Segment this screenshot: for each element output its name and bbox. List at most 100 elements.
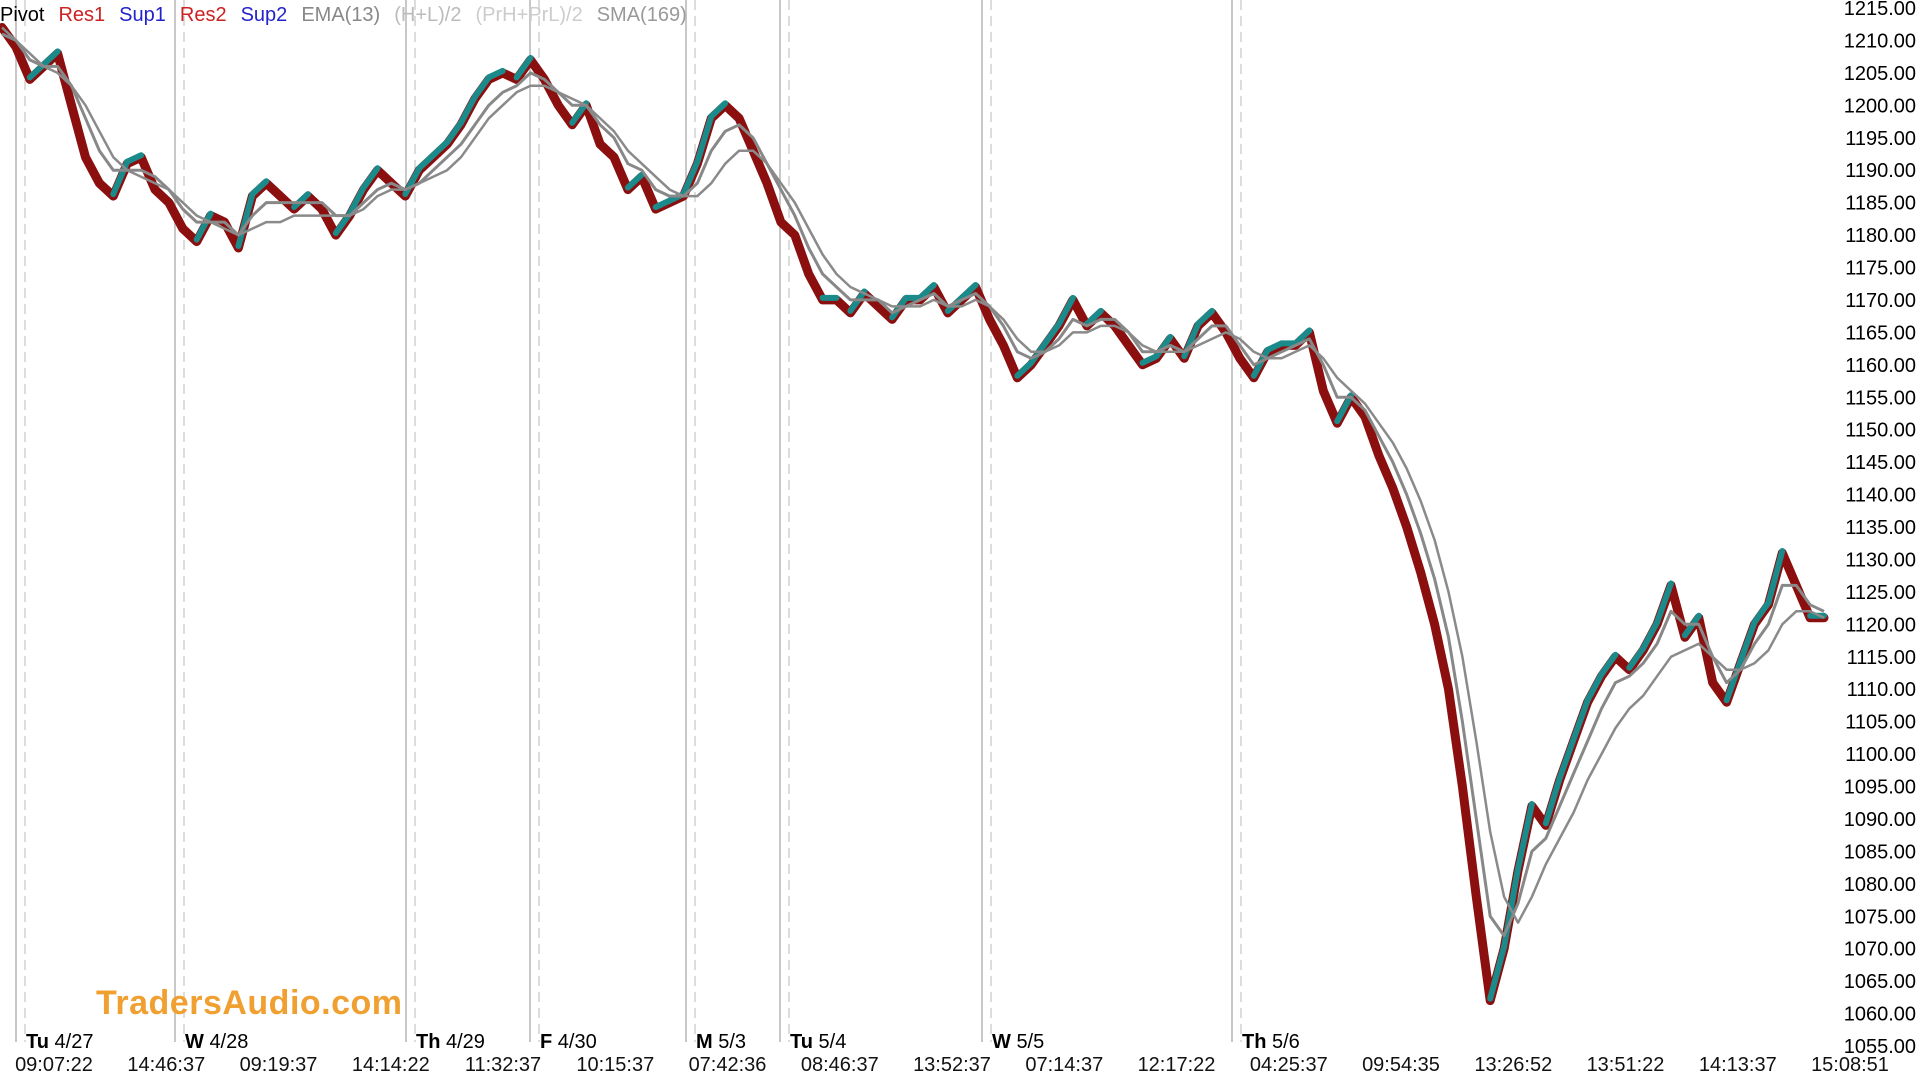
- y-tick-label: 1140.00: [1845, 485, 1916, 507]
- price-segment-up: [708, 100, 729, 120]
- y-tick-label: 1175.00: [1845, 258, 1916, 280]
- y-tick-label: 1115.00: [1847, 647, 1916, 669]
- y-tick-label: 1130.00: [1845, 549, 1916, 571]
- price-segment-up: [471, 74, 492, 100]
- y-tick-label: 1170.00: [1845, 290, 1916, 312]
- y-tick-label: 1195.00: [1845, 128, 1916, 150]
- price-segment-up: [1570, 697, 1591, 743]
- x-axis: 09:07:22 14:46:37 09:19:37 14:14:22 11:32:37…: [15, 1054, 1889, 1076]
- price-segment-up: [1584, 671, 1605, 704]
- price-segment-up: [430, 139, 451, 159]
- y-tick-label: 1145.00: [1845, 452, 1916, 474]
- y-tick-label: 1085.00: [1844, 841, 1916, 863]
- y-tick-label: 1075.00: [1844, 906, 1916, 928]
- price-segment-up: [680, 158, 701, 198]
- ema-line: [1, 32, 1825, 938]
- x-tick-label: 15:08:51: [1811, 1054, 1889, 1076]
- price-segment-up: [513, 54, 534, 81]
- y-tick-label: 1155.00: [1845, 387, 1916, 409]
- price-segment-up: [485, 67, 506, 81]
- day-label: Tu 4/27: [26, 1031, 93, 1053]
- x-tick-label: 14:13:37: [1699, 1054, 1777, 1076]
- x-tick-label: 11:32:37: [465, 1054, 541, 1076]
- x-tick-label: 09:19:37: [240, 1054, 318, 1076]
- price-segment-up: [1195, 307, 1215, 327]
- y-tick-label: 1200.00: [1844, 95, 1916, 117]
- y-tick-label: 1055.00: [1844, 1036, 1916, 1058]
- y-tick-label: 1215.00: [1844, 0, 1916, 20]
- y-tick-label: 1205.00: [1844, 63, 1916, 85]
- y-tick-label: 1105.00: [1845, 712, 1916, 734]
- y-tick-label: 1190.00: [1845, 160, 1916, 182]
- price-segment-up: [624, 171, 645, 191]
- price-segment-up: [1028, 340, 1049, 366]
- sma-line: [1, 26, 1825, 924]
- x-tick-label: 14:46:37: [127, 1054, 205, 1076]
- day-label: Th 5/6: [1242, 1031, 1300, 1053]
- y-tick-label: 1065.00: [1844, 971, 1916, 993]
- x-tick-label: 08:46:37: [801, 1054, 879, 1076]
- price-segment-up: [1292, 327, 1313, 347]
- price-segment-up: [1654, 580, 1674, 626]
- price-segment-up: [1056, 294, 1076, 327]
- y-tick-label: 1095.00: [1844, 777, 1916, 799]
- price-segment-up: [1556, 736, 1577, 781]
- x-tick-label: 07:42:36: [689, 1054, 767, 1076]
- y-tick-label: 1110.00: [1847, 679, 1916, 701]
- price-segment-up: [917, 282, 937, 301]
- y-tick-label: 1070.00: [1844, 939, 1916, 961]
- y-axis: 1215.00 1210.00 1205.00 1200.00 1195.00 1190.…: [1844, 0, 1916, 1058]
- price-segment-up: [958, 282, 979, 301]
- price-segment-up: [1083, 307, 1104, 327]
- legend-item: (PrH+PrL)/2: [475, 4, 583, 26]
- price-segment-up: [1765, 548, 1786, 606]
- y-tick-label: 1160.00: [1845, 355, 1916, 377]
- y-tick-label: 1120.00: [1845, 614, 1916, 636]
- price-segment-up: [416, 152, 437, 172]
- x-tick-label: 10:15:37: [576, 1054, 654, 1076]
- indicator-lines: [1, 26, 1825, 938]
- price-segment-up: [694, 113, 715, 165]
- y-tick-label: 1210.00: [1844, 30, 1916, 52]
- price-segment-up: [1598, 651, 1619, 678]
- y-tick-label: 1165.00: [1845, 322, 1916, 344]
- y-tick-label: 1135.00: [1845, 517, 1916, 539]
- legend-item: Res1: [58, 4, 106, 26]
- price-segment-up: [1042, 320, 1062, 347]
- price-segment-up: [458, 93, 478, 126]
- price-segment-up: [193, 210, 214, 243]
- day-label: Th 4/29: [416, 1031, 485, 1053]
- price-segment-up: [249, 178, 270, 198]
- y-tick-label: 1185.00: [1845, 193, 1916, 215]
- y-tick-label: 1080.00: [1844, 874, 1916, 896]
- price-segment-up: [1626, 645, 1647, 671]
- y-tick-label: 1060.00: [1844, 1004, 1916, 1026]
- x-tick-label: 13:26:52: [1474, 1054, 1552, 1076]
- legend-item: Pivot: [0, 4, 45, 26]
- legend-item: Res2: [179, 4, 227, 26]
- x-tick-label: 14:14:22: [352, 1054, 430, 1076]
- x-tick-label: 13:52:37: [913, 1054, 991, 1076]
- legend-item: Sup1: [119, 4, 166, 26]
- price-segment-up: [1153, 333, 1174, 360]
- price-segment-up: [1640, 619, 1661, 652]
- y-tick-label: 1180.00: [1845, 225, 1916, 247]
- price-segment-up: [360, 165, 381, 191]
- price-segment-up: [346, 184, 367, 217]
- y-tick-label: 1090.00: [1844, 809, 1916, 831]
- session-separators: [15, 0, 1242, 1042]
- legend: Pivot Res1 Sup1 Res2 Sup2 EMA(13) (H+L)/2 (PrH+…: [0, 4, 701, 27]
- price-segment-up: [1751, 599, 1772, 626]
- price-segment-up: [124, 152, 145, 165]
- x-tick-label: 09:07:22: [15, 1054, 93, 1076]
- price-segment-up: [1515, 801, 1535, 872]
- price-segment-up: [444, 119, 464, 146]
- price-series: [0, 23, 1829, 1006]
- price-segment-up: [291, 191, 311, 211]
- y-tick-label: 1125.00: [1845, 582, 1916, 604]
- price-segment-up: [40, 48, 61, 68]
- x-tick-label: 04:25:37: [1250, 1054, 1328, 1076]
- legend-item: (H+L)/2: [394, 4, 462, 26]
- x-tick-label: 07:14:37: [1025, 1054, 1103, 1076]
